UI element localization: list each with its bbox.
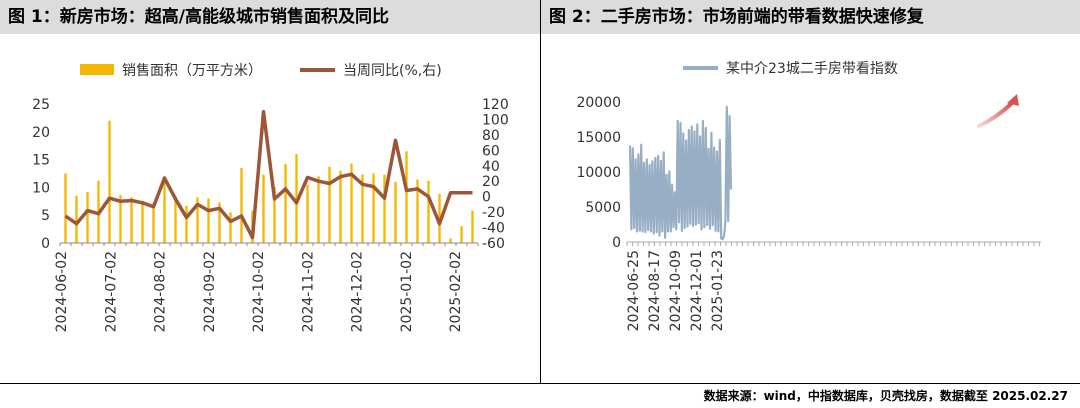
bar [394,181,397,243]
x-tick-label: 2024-06-02 [54,251,70,332]
bar [207,198,210,243]
panel-new-house: 图 1：新房市场：超高/高能级城市销售面积及同比 销售面积（万平方米） 当周同比(… [0,0,540,383]
bar [383,174,386,243]
bar [141,201,144,243]
bar [427,180,430,243]
bar [262,174,265,243]
x-tick-label: 2024-10-02 [251,251,267,332]
bar [350,163,353,243]
y-left-tick: 5 [41,208,50,224]
x-tick-label: 2024-12-02 [350,251,366,332]
x-tick-label: 2025-02-02 [448,251,464,332]
x-tick-label: 2024-11-02 [300,251,316,332]
bar [152,202,155,243]
bar [75,195,78,243]
y-right-tick: -60 [482,236,505,252]
y-right-tick: 60 [482,143,500,159]
y-tick: 5000 [585,200,621,216]
bar [284,164,287,243]
y-tick: 10000 [576,165,621,181]
bar [229,212,232,243]
legend-line-label: 某中介23城二手房带看指数 [726,61,898,77]
source-note: 数据来源：wind，中指数据库，贝壳找房，数据截至 2025.02.27 [703,389,1068,403]
bar [108,120,111,243]
legend-line-label: 当周同比(%,右) [343,63,442,79]
bar [372,173,375,243]
y-right-tick: -40 [482,221,505,237]
chart-second-hand: 某中介23城二手房带看指数 0 5000 10000 15000 20000 2024-06… [576,61,1041,331]
x-tick-label: 2025-01-02 [399,251,415,332]
bar [119,195,122,243]
yoy-line [64,109,473,240]
bar [218,202,221,243]
bar [416,179,419,243]
bar [449,238,452,243]
bar [64,173,67,243]
panel2-title: 图 2：二手房市场：市场前端的带看数据快速修复 [541,0,1080,34]
y-right-tick: 120 [482,97,509,113]
bar [196,197,199,243]
y-left-tick: 15 [32,153,50,169]
y-tick: 15000 [576,130,621,146]
bar [405,151,408,243]
y-left-tick: 0 [41,236,50,252]
y-right-tick: 80 [482,128,500,144]
x-tick-label: 2024-12-01 [689,250,705,331]
y-right-tick: 20 [482,174,500,190]
bar [240,167,243,243]
bar [273,186,276,243]
x-tick-label: 2025-01-23 [710,250,726,331]
bar [361,174,364,243]
x-tick-label: 2024-08-17 [647,250,663,331]
trend-arrow-head-icon [1007,94,1019,106]
y-right-tick: 0 [482,190,491,206]
panel1-title: 图 1：新房市场：超高/高能级城市销售面积及同比 [0,0,540,34]
bar [174,196,177,243]
bar [306,184,309,243]
bar [185,205,188,243]
legend-bar-swatch [80,64,114,75]
y-tick: 20000 [576,95,621,111]
x-tick-label: 2024-06-25 [626,250,642,331]
y-right-tick: 40 [482,159,500,175]
bar [339,170,342,243]
bar [163,176,166,243]
chart-new-house: 销售面积（万平方米） 当周同比(%,右)0510152025-60-40-2002… [32,63,509,332]
x-tick-label: 2024-09-02 [202,251,218,332]
bar [471,210,474,243]
bar [317,176,320,243]
viewing-index-line [628,105,733,241]
x-tick-label: 2024-08-02 [153,251,169,332]
bar [460,226,463,243]
x-tick-label: 2024-10-09 [668,250,684,331]
trend-arrow-icon [977,102,1013,128]
y-left-tick: 10 [32,180,50,196]
bar [328,166,331,243]
bar [130,197,133,243]
bar [86,191,89,243]
y-tick: 0 [612,235,621,251]
y-left-tick: 20 [32,125,50,141]
y-left-tick: 25 [32,97,50,113]
y-right-tick: -20 [482,205,505,221]
panel-second-hand: 图 2：二手房市场：市场前端的带看数据快速修复 某中介23城二手房带看指数 0 50… [541,0,1080,383]
y-right-tick: 100 [482,112,509,128]
x-tick-label: 2024-07-02 [103,251,119,332]
legend-bar-label: 销售面积（万平方米） [122,63,262,79]
